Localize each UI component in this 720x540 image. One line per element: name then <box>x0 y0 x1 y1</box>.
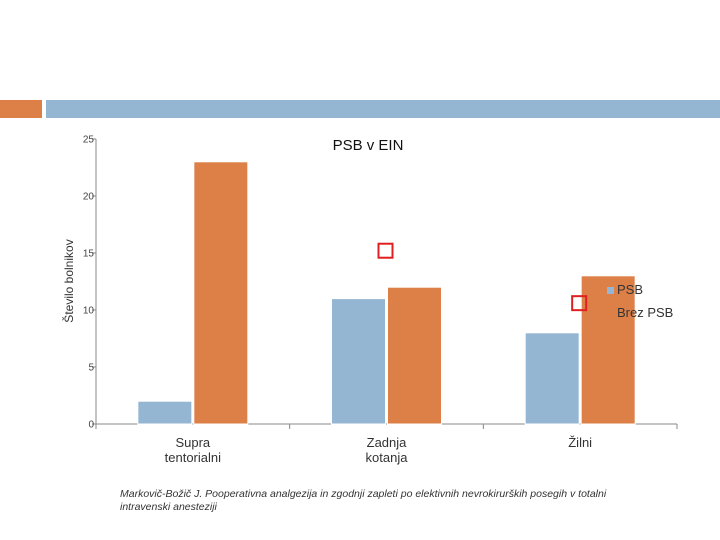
y-tick-label: 10 <box>83 306 95 317</box>
legend-label: PSB <box>617 282 643 297</box>
y-tick-label: 0 <box>88 420 94 431</box>
y-tick-label: 20 <box>83 192 95 203</box>
bar-psb <box>137 400 193 425</box>
annotation-marker <box>571 295 588 312</box>
y-axis-label: Število bolnikov <box>61 239 76 322</box>
legend-label: Brez PSB <box>617 305 673 320</box>
legend-swatch <box>607 310 614 317</box>
y-tick-label: 15 <box>83 249 95 260</box>
bar-psb <box>524 332 580 425</box>
y-tick-label: 5 <box>88 363 94 374</box>
legend-swatch <box>607 287 614 294</box>
y-tick-label: 25 <box>83 135 95 146</box>
bar-brez-psb <box>193 161 249 425</box>
accent-bar-right <box>46 100 720 118</box>
x-category-label: tentorialni <box>165 450 221 465</box>
annotation-marker <box>377 242 394 259</box>
chart-title: PSB v EIN <box>333 137 404 154</box>
bar-brez-psb <box>580 275 636 425</box>
source-caption: Markovič-Božič J. Pooperativna analgezij… <box>120 488 607 513</box>
x-category-label: Žilni <box>568 435 592 450</box>
bar-psb <box>331 298 386 425</box>
accent-bar-left <box>0 100 42 118</box>
x-category-label: kotanja <box>366 450 409 465</box>
bar-brez-psb <box>387 286 442 425</box>
x-category-label: Zadnja <box>367 435 408 450</box>
x-category-label: Supra <box>175 435 210 450</box>
